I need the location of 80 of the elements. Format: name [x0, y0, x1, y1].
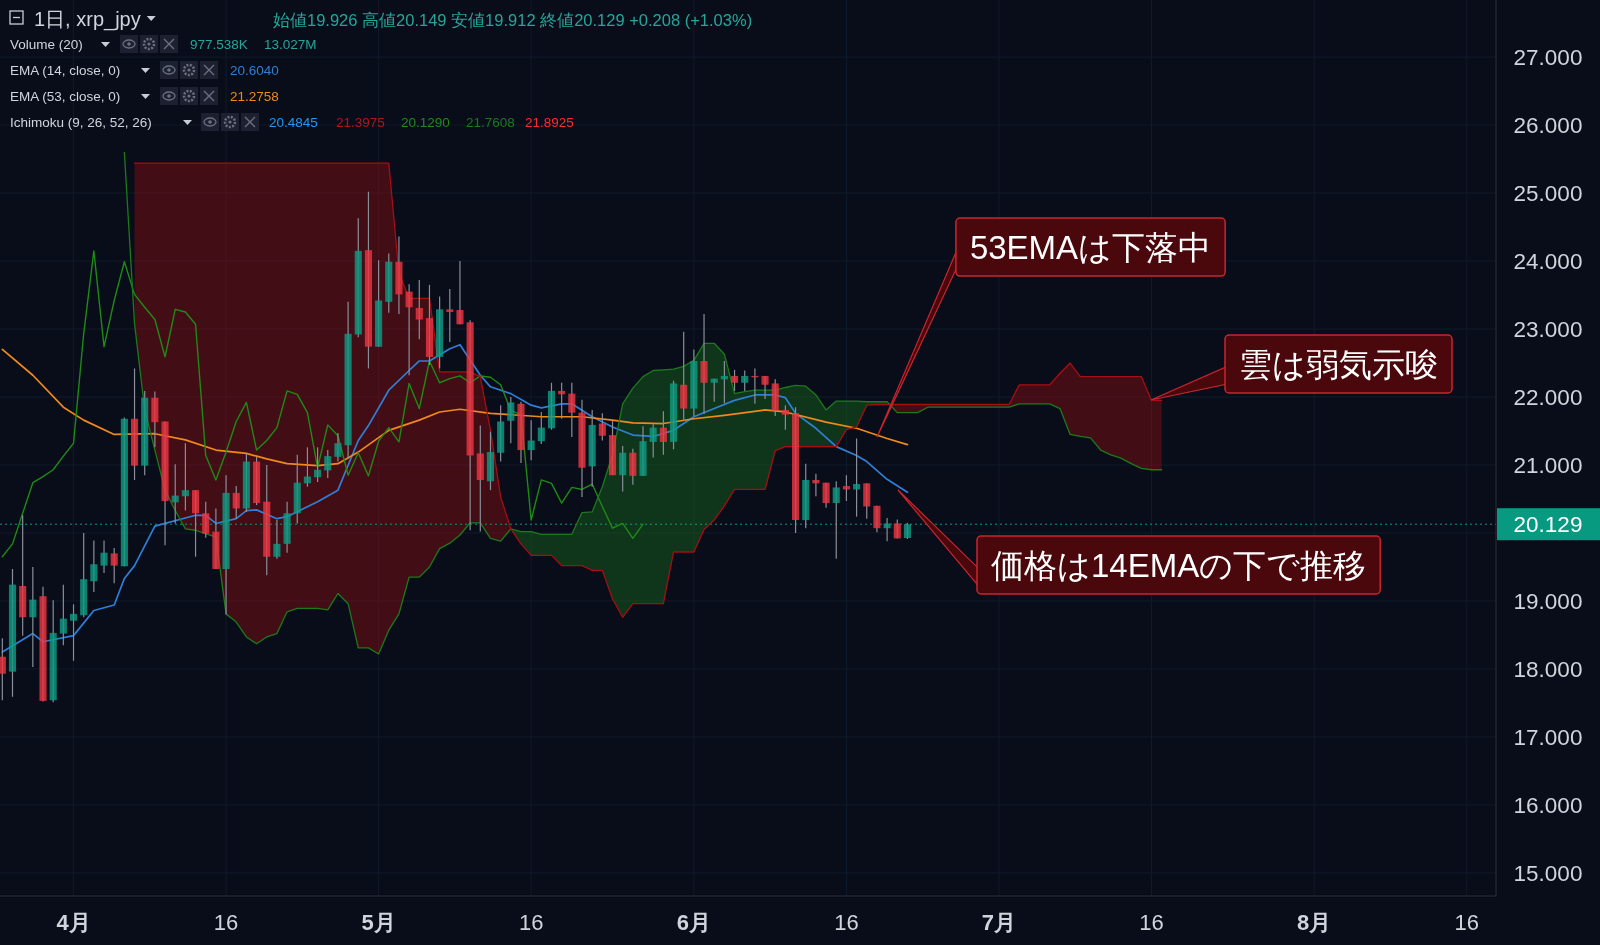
candlestick: [29, 566, 37, 668]
x-tick-label: 6月: [676, 910, 711, 935]
x-tick-label: 16: [1454, 910, 1479, 935]
y-tick-label: 23.000: [1513, 317, 1583, 343]
candlestick: [629, 448, 637, 486]
candlestick: [100, 539, 108, 574]
x-tick-label: 16: [834, 910, 859, 935]
y-tick-label: 21.000: [1513, 453, 1583, 478]
candlestick: [853, 437, 861, 518]
text: 始値19.926 高値20.149 安値19.912 終値20.129 +0.208 (+1.03%): [273, 11, 753, 29]
annotation: 13.027M: [264, 37, 317, 52]
candlestick: [405, 283, 413, 376]
candlestick: [59, 584, 67, 646]
candlestick: [0, 637, 6, 701]
candlestick: [598, 412, 606, 442]
annotation: 21.2758: [230, 89, 279, 104]
candlestick: [507, 396, 515, 444]
y-tick-label: 15.000: [1513, 860, 1583, 886]
annotation: 21.8925: [525, 115, 574, 130]
annotation: 20.4845: [269, 115, 318, 130]
candlestick: [781, 404, 789, 431]
annotation: 20.1290: [401, 115, 450, 130]
x-tick-label: 4月: [56, 910, 91, 935]
candlestick: [202, 501, 210, 539]
candlestick: [700, 313, 708, 415]
candlestick: [334, 432, 342, 463]
x-tick-label: 7月: [981, 910, 1017, 935]
candlestick: [873, 505, 881, 533]
line-series: [1, 348, 909, 467]
candlestick: [90, 539, 98, 593]
y-tick-label: 26.000: [1513, 113, 1583, 139]
candlestick: [110, 547, 118, 584]
annotation: Volume (20): [10, 37, 83, 52]
y-tick-label: 24.000: [1513, 249, 1583, 275]
y-tick-label: 17.000: [1513, 724, 1583, 750]
candlestick: [619, 445, 627, 493]
candlestick: [730, 369, 739, 392]
candlestick: [456, 260, 464, 325]
annotation: EMA (53, close, 0): [10, 89, 121, 104]
candlestick: [537, 411, 545, 445]
y-tick-label: 16.000: [1513, 792, 1583, 818]
x-tick-label: 8月: [1297, 910, 1332, 935]
candlestick: [446, 288, 454, 343]
y-tick-label: 19.000: [1513, 588, 1583, 614]
y-tick-label: 22.000: [1513, 385, 1583, 411]
candlestick: [680, 331, 688, 421]
annotation: 977.538K: [190, 37, 248, 52]
line-series: [1, 343, 909, 653]
annotation: 雲は弱気示唆: [1239, 345, 1438, 383]
annotation: 21.3975: [336, 115, 385, 130]
annotation: EMA (14, close, 0): [10, 63, 121, 78]
annotation: 価格は14EMAの下で推移: [991, 546, 1367, 584]
candlestick: [659, 410, 667, 456]
annotation: Ichimoku (9, 26, 52, 26): [10, 115, 152, 130]
x-tick-label: 5月: [361, 910, 396, 935]
candlestick: [324, 449, 332, 479]
candlestick: [232, 485, 240, 520]
ref-line-label: 20.129: [1513, 512, 1583, 538]
annotation: 20.6040: [230, 63, 279, 78]
candlestick: [192, 489, 200, 558]
candlestick: [568, 382, 576, 438]
candlestick: [649, 423, 657, 459]
candlestick: [69, 603, 78, 662]
candlestick: [741, 369, 749, 392]
line-series: [1, 250, 644, 558]
y-tick-label: 18.000: [1513, 656, 1583, 682]
x-tick-label: 16: [518, 910, 544, 935]
y-tick-label: 25.000: [1513, 181, 1583, 207]
candlestick: [527, 419, 535, 461]
candlestick: [863, 482, 871, 520]
candlestick: [822, 482, 830, 509]
annotation: 53EMAは下落中: [969, 229, 1212, 266]
candlestick: [314, 446, 322, 483]
candlestick: [181, 442, 189, 512]
annotation: 21.7608: [466, 115, 515, 130]
x-tick-label: 16: [213, 910, 239, 935]
chart-title: 1日, xrp_jpy: [34, 8, 141, 31]
candlestick: [415, 279, 423, 340]
x-tick-label: 16: [1139, 910, 1164, 935]
y-tick-label: 27.000: [1513, 45, 1583, 71]
